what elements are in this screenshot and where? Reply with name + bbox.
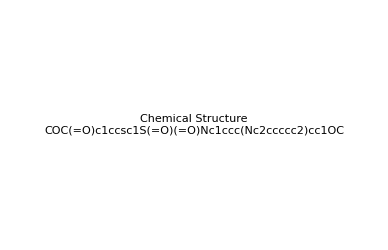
Text: Chemical Structure
COC(=O)c1ccsc1S(=O)(=O)Nc1ccc(Nc2ccccc2)cc1OC: Chemical Structure COC(=O)c1ccsc1S(=O)(=… [44, 114, 344, 136]
